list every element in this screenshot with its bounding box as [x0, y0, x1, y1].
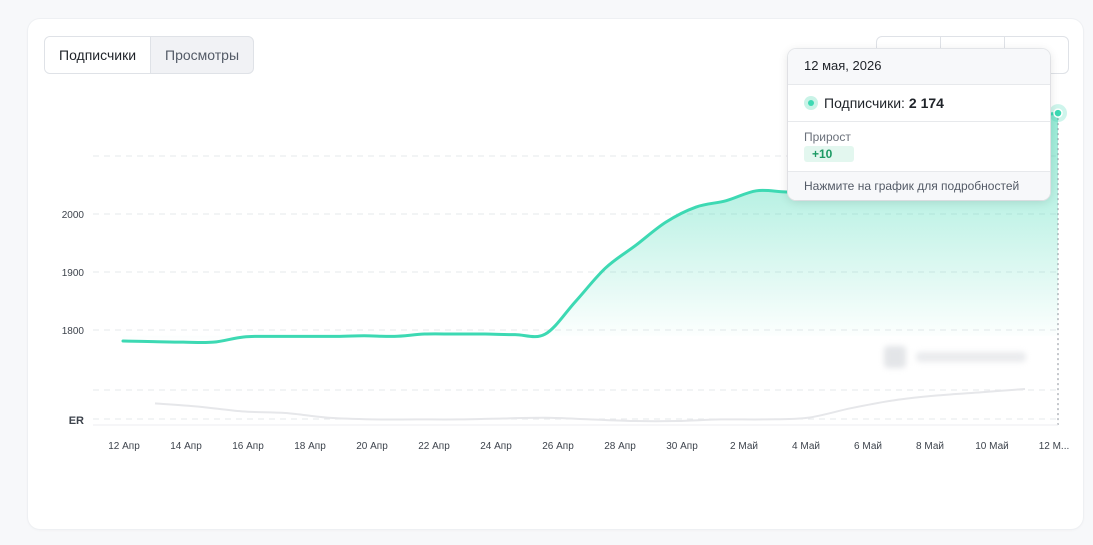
tab-views[interactable]: Просмотры	[165, 47, 240, 63]
subscribers-area	[123, 113, 1058, 343]
tooltip-series-value: 2 174	[908, 95, 944, 111]
x-tick-label: 16 Апр	[232, 441, 264, 452]
tooltip-growth-label: Прирост	[804, 130, 851, 144]
y-tick-label: 2000	[62, 210, 85, 221]
x-tick-label: 2 Май	[730, 441, 758, 452]
tooltip-hint: Нажмите на график для подробностей	[788, 172, 1050, 200]
x-tick-label: 22 Апр	[418, 441, 450, 452]
x-tick-label: 6 Май	[854, 441, 882, 452]
tooltip-growth: Прирост +10	[788, 122, 1050, 172]
er-panel: ER	[69, 388, 1058, 427]
x-tick-label: 12 Апр	[108, 441, 140, 452]
metric-tabs: Подписчики Просмотры	[44, 36, 255, 74]
tooltip-date: 12 мая, 2026	[788, 49, 1050, 85]
er-line	[154, 388, 1026, 423]
x-tick-label: 20 Апр	[356, 441, 388, 452]
tooltip-growth-badge: +10	[804, 146, 854, 162]
x-tick-label: 18 Апр	[294, 441, 326, 452]
x-tick-label: 8 Май	[916, 441, 944, 452]
x-tick-label: 24 Апр	[480, 441, 512, 452]
x-tick-label: 26 Апр	[542, 441, 574, 452]
y-tick-label: 1800	[62, 326, 85, 337]
hover-point[interactable]	[1053, 108, 1063, 118]
tab-subscribers[interactable]: Подписчики	[45, 37, 152, 73]
x-tick-label: 30 Апр	[666, 441, 698, 452]
x-tick-label: 28 Апр	[604, 441, 636, 452]
chart-tooltip: 12 мая, 2026 Подписчики: 2 174 Прирост +…	[788, 49, 1050, 200]
tooltip-series-label: Подписчики:	[824, 95, 905, 111]
er-label: ER	[69, 415, 84, 427]
x-tick-label: 10 Май	[975, 441, 1009, 452]
x-tick-label: 14 Апр	[170, 441, 202, 452]
y-tick-label: 1900	[62, 268, 85, 279]
x-tick-label: 4 Май	[792, 441, 820, 452]
x-tick-label: 12 М...	[1039, 441, 1070, 452]
blurred-watermark	[884, 342, 1054, 372]
series-dot-icon	[804, 96, 818, 110]
x-axis: 12 Апр 14 Апр 16 Апр 18 Апр 20 Апр 22 Апр 24 А…	[108, 441, 1069, 452]
tooltip-series-row: Подписчики: 2 174	[788, 85, 1050, 122]
y-axis: 1800 1900 2000	[62, 210, 85, 337]
